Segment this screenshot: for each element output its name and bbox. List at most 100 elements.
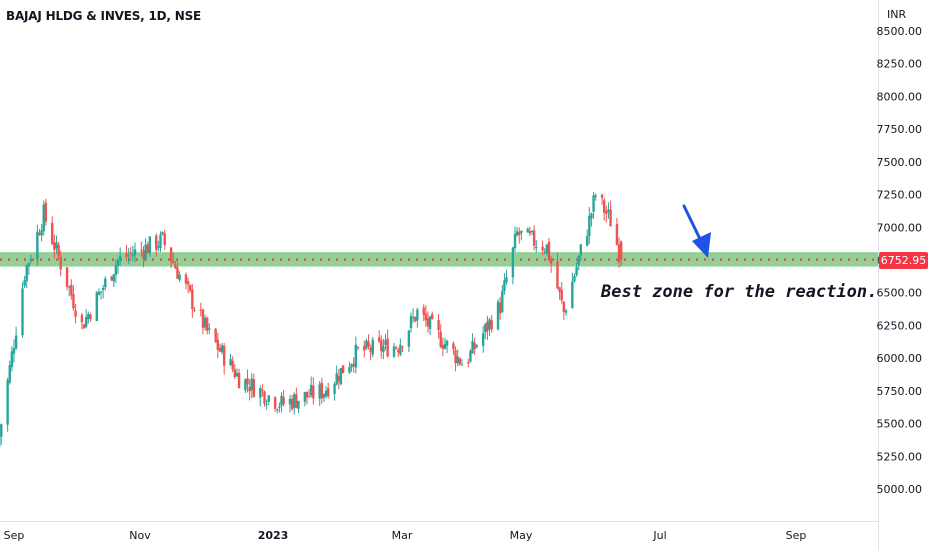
candle-body — [431, 314, 433, 319]
candle-body — [289, 399, 291, 404]
candle-body — [319, 384, 321, 398]
y-tick-label: 5000.00 — [877, 483, 923, 496]
candle-body — [369, 348, 371, 352]
candle-body — [176, 267, 178, 278]
candle-body — [355, 345, 357, 368]
candle-body — [444, 344, 446, 349]
candle-body — [280, 396, 282, 406]
candle-body — [9, 365, 11, 382]
candle-body — [134, 249, 136, 255]
candle-body — [397, 350, 399, 352]
candle-body — [246, 378, 248, 384]
candle-body — [310, 385, 312, 395]
candle-body — [533, 230, 535, 245]
candle-body — [616, 224, 618, 245]
candle-body — [382, 346, 384, 352]
symbol-title[interactable]: BAJAJ HLDG & INVES, 1D, NSE — [6, 9, 201, 23]
candle-body — [578, 256, 580, 265]
candle-body — [580, 244, 582, 255]
candle-body — [529, 231, 531, 233]
candle-body — [501, 291, 503, 312]
candle-body — [174, 265, 176, 269]
candle-body — [490, 320, 492, 329]
candle-body — [325, 391, 327, 396]
candle-body — [119, 256, 121, 260]
candle-body — [454, 350, 456, 363]
candle-body — [601, 195, 603, 198]
candle-body — [217, 340, 219, 350]
candle-body — [40, 230, 42, 235]
candle-body — [81, 315, 83, 322]
candle-body — [219, 348, 221, 351]
candle-body — [26, 266, 28, 281]
candle-body — [147, 244, 149, 253]
x-tick-label: Jul — [652, 529, 666, 542]
candle-body — [140, 250, 142, 251]
candle-body — [620, 242, 622, 260]
candle-body — [558, 287, 560, 291]
candle-body — [586, 236, 588, 246]
candle-body — [291, 399, 293, 409]
candle-body — [187, 281, 189, 284]
candle-body — [238, 373, 240, 388]
candle-body — [96, 292, 98, 321]
candle-body — [149, 236, 151, 253]
candle-body — [57, 245, 59, 256]
candle-body — [208, 328, 210, 329]
candle-body — [304, 392, 306, 402]
candle-body — [200, 310, 202, 311]
candle-body — [503, 280, 505, 291]
candle-body — [607, 210, 609, 212]
candle-body — [23, 280, 25, 286]
candle-body — [306, 392, 308, 398]
candle-body — [295, 394, 297, 407]
candle-body — [159, 234, 161, 248]
arrow-shaft — [684, 206, 701, 241]
candle-body — [132, 255, 134, 256]
candle-body — [378, 337, 380, 341]
candle-body — [401, 347, 403, 348]
candle-body — [282, 397, 284, 404]
candle-body — [573, 276, 575, 281]
x-tick-label: 2023 — [258, 529, 289, 542]
candle-body — [348, 367, 350, 373]
candle-body — [43, 205, 45, 231]
candle-body — [308, 396, 310, 397]
candle-body — [546, 244, 548, 253]
x-tick-label: Nov — [129, 529, 151, 542]
candle-body — [609, 210, 611, 227]
candle-body — [473, 343, 475, 349]
y-tick-label: 7500.00 — [877, 156, 923, 169]
x-tick-label: May — [510, 529, 533, 542]
candle-body — [144, 245, 146, 260]
candle-body — [380, 340, 382, 351]
candle-body — [66, 267, 68, 287]
candle-body — [471, 341, 473, 353]
candle-body — [342, 365, 344, 373]
candle-body — [100, 291, 102, 292]
candle-body — [223, 346, 225, 366]
candle-body — [327, 388, 329, 396]
candle-body — [514, 234, 516, 248]
candle-body — [51, 223, 53, 244]
candle-body — [28, 263, 30, 266]
candle-body — [618, 245, 620, 263]
candle-body — [142, 250, 144, 258]
candle-body — [456, 356, 458, 363]
candle-body — [497, 302, 499, 330]
candle-body — [38, 233, 40, 235]
candle-body — [367, 341, 369, 346]
candle-body — [115, 265, 117, 275]
candle-body — [365, 340, 367, 348]
candle-body — [395, 348, 397, 349]
candle-body — [459, 358, 461, 364]
candle-body — [563, 302, 565, 312]
candle-body — [117, 259, 119, 265]
candle-body — [340, 368, 342, 384]
candle-body — [338, 376, 340, 381]
candle-body — [21, 288, 23, 335]
candle-body — [214, 329, 216, 342]
candle-body — [297, 401, 299, 409]
